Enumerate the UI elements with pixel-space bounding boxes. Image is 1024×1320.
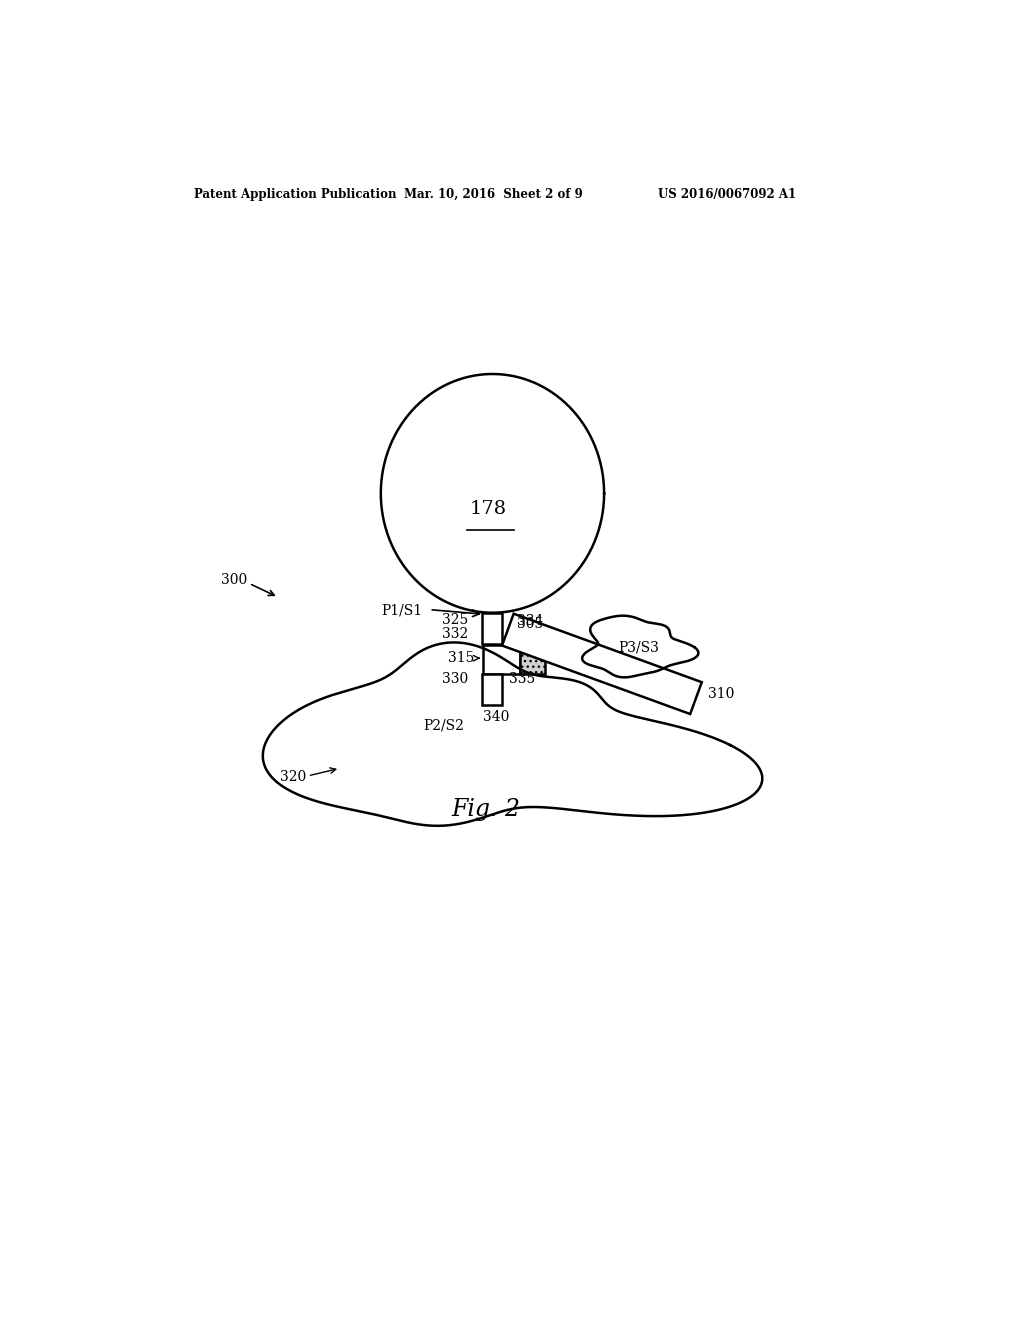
Text: 325: 325 [441, 614, 468, 627]
Text: 300: 300 [221, 573, 248, 587]
Text: P1/S1: P1/S1 [381, 603, 422, 618]
Text: 310: 310 [708, 688, 734, 701]
Text: 320: 320 [280, 771, 306, 784]
Bar [482, 675, 503, 705]
Text: Fig. 2: Fig. 2 [452, 797, 521, 821]
Text: 335: 335 [509, 672, 536, 686]
Text: 305: 305 [517, 618, 544, 631]
Bar [520, 645, 545, 675]
Text: 332: 332 [441, 627, 468, 642]
Text: P3/S3: P3/S3 [618, 640, 659, 655]
Text: Mar. 10, 2016  Sheet 2 of 9: Mar. 10, 2016 Sheet 2 of 9 [403, 187, 583, 201]
Text: Patent Application Publication: Patent Application Publication [194, 187, 396, 201]
Text: 334: 334 [517, 614, 544, 628]
Text: 340: 340 [483, 710, 510, 725]
Text: 330: 330 [441, 672, 468, 686]
Text: P2/S2: P2/S2 [424, 719, 465, 733]
Text: 178: 178 [470, 500, 507, 517]
Text: US 2016/0067092 A1: US 2016/0067092 A1 [658, 187, 796, 201]
Bar [482, 612, 503, 644]
Text: 315: 315 [447, 651, 474, 665]
Bar [483, 645, 520, 675]
Polygon shape [502, 614, 701, 714]
